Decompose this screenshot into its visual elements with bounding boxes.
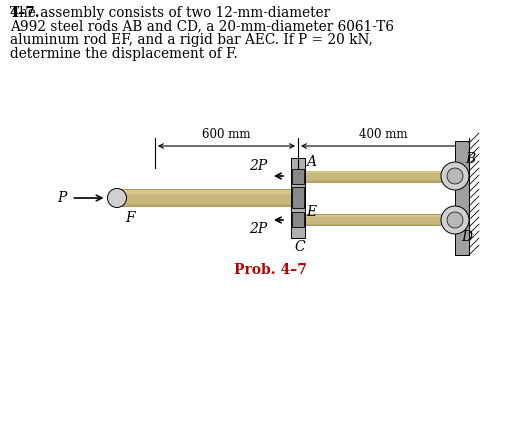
Bar bbox=[292, 168, 304, 184]
Bar bbox=[455, 141, 469, 255]
Bar bbox=[304, 180, 455, 181]
Text: D: D bbox=[461, 230, 472, 244]
Bar bbox=[117, 204, 292, 207]
Circle shape bbox=[441, 206, 469, 234]
Text: F: F bbox=[125, 211, 135, 224]
Text: A: A bbox=[306, 155, 316, 168]
Bar bbox=[291, 158, 305, 238]
Text: P: P bbox=[57, 191, 66, 205]
Text: C: C bbox=[295, 240, 305, 254]
Bar bbox=[117, 190, 292, 194]
Bar bbox=[292, 212, 304, 228]
Circle shape bbox=[441, 162, 469, 190]
Text: 600 mm: 600 mm bbox=[202, 128, 251, 141]
Circle shape bbox=[107, 189, 126, 207]
Text: 4–7.: 4–7. bbox=[10, 6, 41, 20]
Bar bbox=[304, 215, 455, 217]
Bar bbox=[304, 224, 455, 225]
Bar bbox=[292, 188, 304, 208]
Bar bbox=[304, 171, 455, 173]
Text: determine the displacement of F.: determine the displacement of F. bbox=[10, 47, 238, 60]
Circle shape bbox=[447, 212, 463, 228]
Text: 2P: 2P bbox=[249, 222, 267, 236]
Text: E: E bbox=[306, 204, 316, 219]
Bar bbox=[304, 171, 455, 181]
Bar bbox=[117, 190, 292, 207]
Circle shape bbox=[447, 168, 463, 184]
Text: aluminum rod EF, and a rigid bar AEC. If P = 20 kN,: aluminum rod EF, and a rigid bar AEC. If… bbox=[10, 33, 373, 47]
Text: B: B bbox=[465, 152, 475, 166]
Text: Prob. 4–7: Prob. 4–7 bbox=[233, 263, 306, 277]
Text: A992 steel rods AB and CD, a 20-mm-diameter 6061-T6: A992 steel rods AB and CD, a 20-mm-diame… bbox=[10, 20, 394, 34]
Text: 400 mm: 400 mm bbox=[359, 128, 408, 141]
Text: The assembly consists of two 12-mm-diameter: The assembly consists of two 12-mm-diame… bbox=[10, 6, 330, 20]
Bar bbox=[304, 215, 455, 225]
Text: 2P: 2P bbox=[249, 159, 267, 173]
